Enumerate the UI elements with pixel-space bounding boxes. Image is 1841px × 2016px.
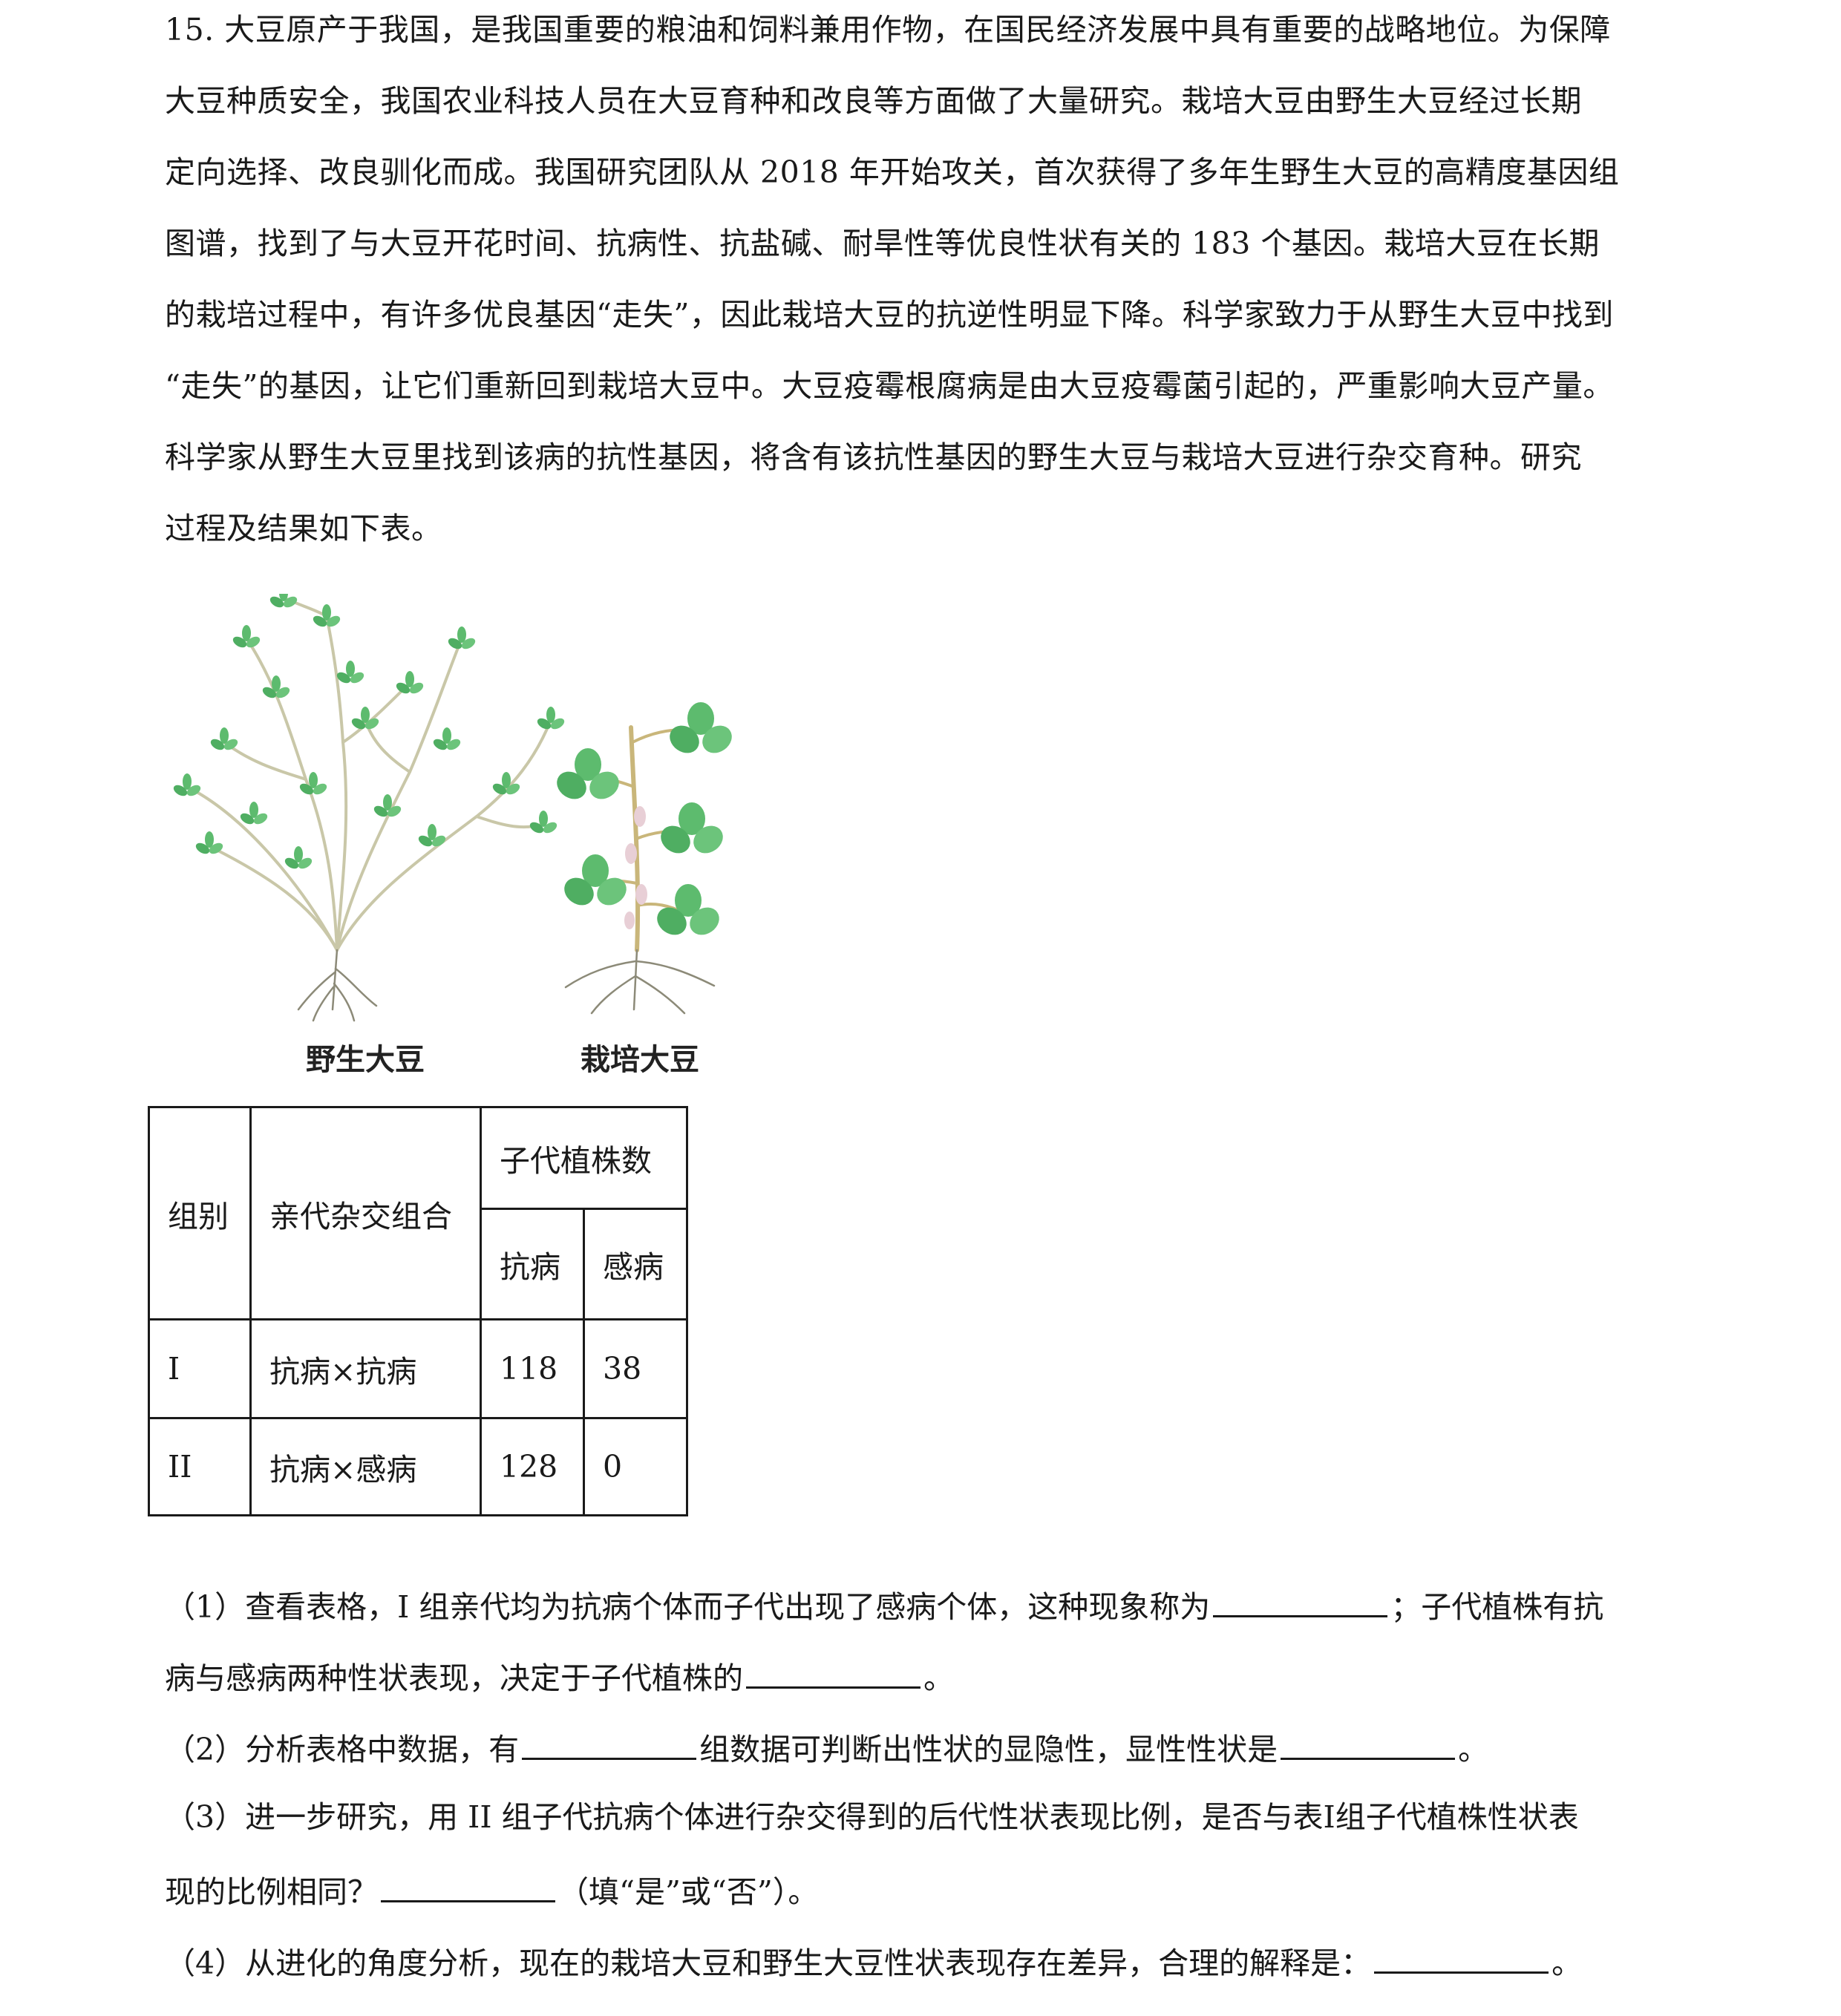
problem-line-2: 大豆种质安全，我国农业科技人员在大豆育种和改良等方面做了大量研究。栽培大豆由野生… <box>165 83 1582 119</box>
q2-text-a: （2）分析表格中数据，有 <box>165 1732 520 1767</box>
q3-text-b: 现的比例相同？ <box>165 1874 378 1910</box>
row-cross: 抗病×感病 <box>249 1417 482 1516</box>
q2-blank-1[interactable] <box>522 1725 697 1760</box>
problem-line-5: 的栽培过程中，有许多优良基因“走失”，因此栽培大豆的抗逆性明显下降。科学家致力于… <box>165 297 1614 333</box>
problem-text: 大豆原产于我国，是我国重要的粮油和饲料兼用作物，在国民经济发展中具有重要的战略地… <box>224 12 1611 48</box>
question-1-line-2: 病与感病两种性状表现，决定于子代植株的 。 <box>165 1654 954 1699</box>
cultivated-soybean-plant <box>552 702 737 952</box>
q2-text-c: 。 <box>1458 1732 1489 1767</box>
wild-soybean-roots <box>297 949 378 1022</box>
q3-blank-1[interactable] <box>381 1868 555 1902</box>
q2-blank-2[interactable] <box>1281 1725 1456 1760</box>
row-resistant: 118 <box>480 1318 585 1419</box>
wild-soybean-plant <box>186 596 552 952</box>
table-row: I 抗病×抗病 118 38 <box>148 1318 688 1419</box>
q4-text-b: 。 <box>1551 1945 1583 1981</box>
soybean-illustration <box>171 585 737 1022</box>
problem-line-1: 15. 大豆原产于我国，是我国重要的粮油和饲料兼用作物，在国民经济发展中具有重要… <box>165 9 1657 50</box>
header-resistant: 抗病 <box>480 1208 585 1320</box>
q1-text-c: 病与感病两种性状表现，决定于子代植株的 <box>165 1660 743 1696</box>
row-resistant: 128 <box>480 1417 585 1516</box>
question-3-line-2: 现的比例相同？ （填“是”或“否”）。 <box>165 1868 818 1913</box>
problem-line-6: “走失”的基因，让它们重新回到栽培大豆中。大豆疫霉根腐病是由大豆疫霉菌引起的，严… <box>165 368 1614 404</box>
results-table: 组别 亲代杂交组合 子代植株数 抗病 感病 I 抗病×抗病 118 38 II … <box>148 1106 688 1516</box>
problem-line-7: 科学家从野生大豆里找到该病的抗性基因，将含有该抗性基因的野生大豆与栽培大豆进行杂… <box>165 439 1582 475</box>
header-offspring: 子代植株数 <box>480 1106 688 1210</box>
cultivated-soybean-roots <box>564 949 716 1015</box>
q3-text-a: （3）进一步研究，用 II 组子代抗病个体进行杂交得到的后代性状表现比例，是否与… <box>165 1799 1579 1835</box>
question-3-line-1: （3）进一步研究，用 II 组子代抗病个体进行杂交得到的后代性状表现比例，是否与… <box>165 1796 1579 1838</box>
q3-text-c: （填“是”或“否”）。 <box>558 1874 819 1910</box>
header-susceptible: 感病 <box>583 1208 688 1320</box>
row-group: II <box>148 1417 252 1516</box>
row-group: I <box>148 1318 252 1419</box>
row-cross: 抗病×抗病 <box>249 1318 482 1419</box>
q1-blank-1[interactable] <box>1213 1583 1388 1617</box>
row-susceptible: 0 <box>583 1417 688 1516</box>
q1-text-a: （1）查看表格，I 组亲代均为抗病个体而子代出现了感病个体，这种现象称为 <box>165 1589 1211 1625</box>
table-header-row: 组别 亲代杂交组合 子代植株数 <box>148 1106 688 1320</box>
soybean-figure: 野生大豆 栽培大豆 <box>165 585 744 1084</box>
question-4-line-1: （4）从进化的角度分析，现在的栽培大豆和野生大豆性状表现存在差异，合理的解释是：… <box>165 1939 1582 1984</box>
q4-blank-1[interactable] <box>1374 1939 1549 1974</box>
problem-line-3: 定向选择、改良驯化而成。我国研究团队从 2018 年开始攻关，首次获得了多年生野… <box>165 154 1620 190</box>
q1-text-d: 。 <box>923 1660 954 1696</box>
q2-text-b: 组数据可判断出性状的显隐性，显性性状是 <box>699 1732 1278 1767</box>
cultivated-soybean-label: 栽培大豆 <box>581 1043 699 1077</box>
row-susceptible: 38 <box>583 1318 688 1419</box>
q4-text-a: （4）从进化的角度分析，现在的栽培大豆和野生大豆性状表现存在差异，合理的解释是： <box>165 1945 1372 1981</box>
problem-line-4: 图谱，找到了与大豆开花时间、抗病性、抗盐碱、耐旱性等优良性状有关的 183 个基… <box>165 226 1600 261</box>
question-2-line-1: （2）分析表格中数据，有 组数据可判断出性状的显隐性，显性性状是 。 <box>165 1725 1488 1770</box>
problem-line-8: 过程及结果如下表。 <box>165 511 442 546</box>
q1-blank-2[interactable] <box>746 1654 920 1689</box>
q1-text-b: ；子代植株有抗 <box>1390 1589 1604 1625</box>
wild-soybean-label: 野生大豆 <box>306 1043 425 1077</box>
question-1-line-1: （1）查看表格，I 组亲代均为抗病个体而子代出现了感病个体，这种现象称为 ；子代植… <box>165 1583 1603 1628</box>
problem-number: 15. <box>165 12 215 48</box>
table-subheader-row: 抗病 感病 <box>149 1208 688 1320</box>
header-group: 组别 <box>148 1106 252 1320</box>
header-cross: 亲代杂交组合 <box>249 1106 482 1320</box>
table-row: II 抗病×感病 128 0 <box>148 1417 688 1516</box>
